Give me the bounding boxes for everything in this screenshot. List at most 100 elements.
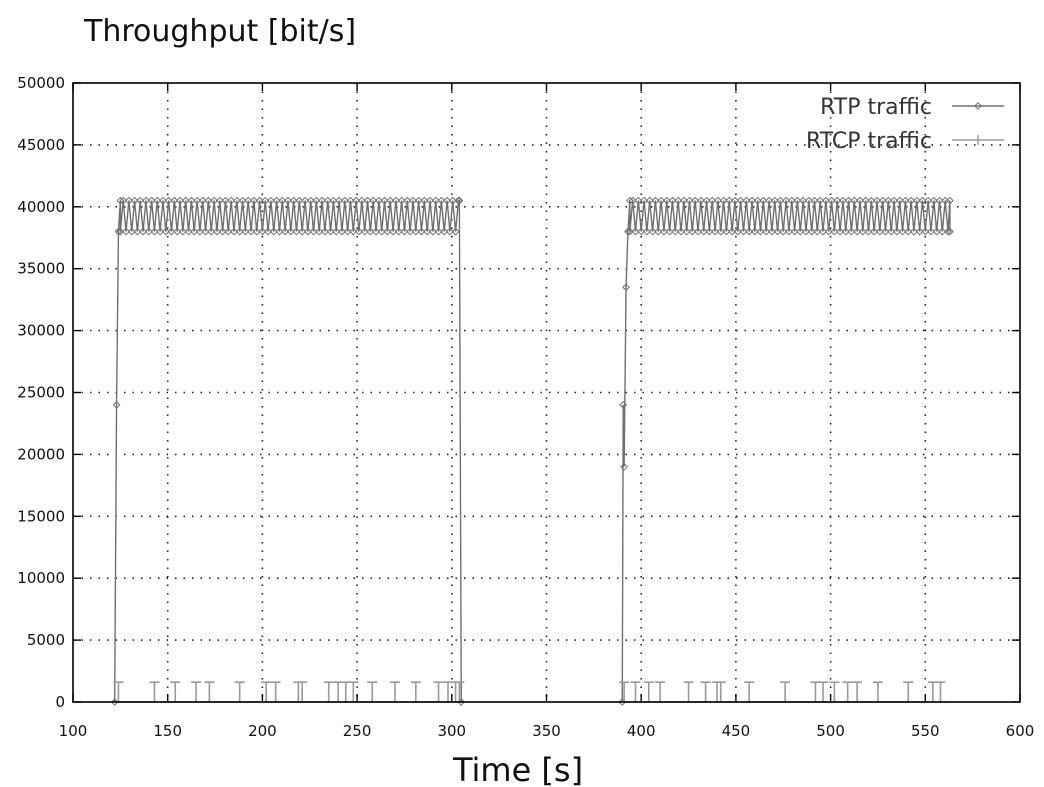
rtp-traffic-point bbox=[779, 227, 788, 236]
rtp-traffic-line bbox=[113, 199, 462, 703]
rtp-traffic-point bbox=[884, 196, 893, 205]
rtp-traffic-point bbox=[306, 196, 315, 205]
rtp-traffic-point bbox=[745, 227, 754, 236]
rtcp-traffic-point bbox=[348, 681, 359, 702]
rtp-traffic-point bbox=[748, 196, 756, 205]
rtp-traffic-point bbox=[198, 196, 207, 205]
rtp-traffic-point bbox=[255, 196, 264, 205]
grid-lines bbox=[73, 83, 1020, 702]
rtp-traffic-point bbox=[651, 196, 660, 205]
rtp-traffic-point bbox=[241, 227, 250, 236]
rtp-traffic-point bbox=[269, 227, 278, 236]
rtp-traffic-point bbox=[685, 196, 694, 205]
rtcp-traffic-point bbox=[389, 681, 400, 702]
rtp-traffic-point bbox=[221, 196, 230, 205]
rtp-traffic-point bbox=[184, 227, 193, 236]
rtp-traffic-point bbox=[841, 227, 850, 236]
rtp-traffic-point bbox=[694, 227, 702, 236]
rtcp-traffic-point bbox=[852, 681, 863, 702]
rtp-traffic-point bbox=[114, 227, 123, 236]
y-tick-label: 35000 bbox=[17, 260, 65, 278]
rtp-traffic-point bbox=[620, 462, 629, 471]
rtp-traffic-point bbox=[372, 227, 380, 236]
rtp-traffic-point bbox=[932, 227, 941, 236]
rtcp-traffic-point bbox=[903, 681, 914, 702]
rtp-traffic-point bbox=[770, 196, 779, 205]
rtcp-traffic-point bbox=[700, 681, 711, 702]
rtp-traffic-point bbox=[674, 196, 683, 205]
rtp-traffic-point bbox=[136, 196, 145, 205]
rtp-traffic-point bbox=[742, 196, 751, 205]
rtcp-traffic-point bbox=[630, 681, 641, 702]
rtp-traffic-point bbox=[918, 196, 927, 205]
rtp-traffic-point bbox=[264, 227, 272, 236]
rtp-traffic-point bbox=[890, 196, 898, 205]
rtp-traffic-point bbox=[648, 227, 657, 236]
rtp-traffic-point bbox=[624, 227, 632, 236]
rtp-traffic-point bbox=[898, 227, 907, 236]
rtcp-traffic-point bbox=[270, 681, 281, 702]
rtp-traffic-point bbox=[355, 227, 363, 236]
rtp-traffic-point bbox=[640, 196, 648, 205]
rtp-traffic-point bbox=[935, 196, 944, 205]
rtp-traffic-point bbox=[335, 196, 344, 205]
rtp-traffic-point bbox=[127, 227, 136, 236]
rtp-traffic-point bbox=[366, 227, 375, 236]
rtp-traffic-point bbox=[258, 227, 267, 236]
rtp-traffic-point bbox=[753, 196, 762, 205]
rtp-traffic-point bbox=[858, 227, 867, 236]
rtp-traffic-point bbox=[619, 400, 628, 409]
rtp-traffic-point bbox=[178, 227, 187, 236]
rtp-traffic-point bbox=[776, 196, 785, 205]
rtp-traffic-point bbox=[201, 227, 210, 236]
rtp-traffic-point bbox=[722, 227, 731, 236]
rtp-traffic-point bbox=[944, 227, 952, 236]
x-tick-label: 300 bbox=[437, 722, 466, 740]
x-tick-label: 400 bbox=[627, 722, 656, 740]
rtp-traffic-point bbox=[392, 196, 400, 205]
rtp-traffic-point bbox=[207, 227, 216, 236]
rtp-traffic-point bbox=[711, 227, 719, 236]
rtp-traffic-point bbox=[252, 227, 261, 236]
rtp-traffic-point bbox=[343, 227, 352, 236]
rtp-traffic-point bbox=[110, 698, 119, 706]
rtcp-traffic-point bbox=[323, 681, 334, 702]
y-tick-label: 10000 bbox=[17, 569, 65, 587]
rtp-traffic-point bbox=[360, 227, 369, 236]
rtp-traffic-point bbox=[910, 227, 918, 236]
rtp-traffic-point bbox=[116, 227, 125, 236]
rtp-traffic-point bbox=[844, 196, 853, 205]
rtp-traffic-point bbox=[850, 196, 859, 205]
rtp-traffic-point bbox=[677, 227, 685, 236]
rtp-traffic-point bbox=[830, 227, 839, 236]
rtp-traffic-point bbox=[139, 227, 147, 236]
rtp-traffic-point bbox=[816, 196, 825, 205]
rtp-traffic-point bbox=[426, 196, 434, 205]
rtp-traffic-point bbox=[625, 227, 634, 236]
rtp-traffic-point bbox=[122, 227, 130, 236]
rtp-traffic-point bbox=[156, 227, 165, 236]
rtp-traffic-point bbox=[759, 196, 768, 205]
rtp-traffic-point bbox=[167, 227, 176, 236]
rtcp-traffic-point bbox=[297, 681, 308, 702]
rtp-traffic-point bbox=[244, 196, 253, 205]
rtp-traffic-point bbox=[147, 196, 156, 205]
rtp-traffic-point bbox=[833, 196, 842, 205]
rtp-traffic-point bbox=[861, 196, 870, 205]
rtp-traffic-point bbox=[454, 196, 463, 205]
rtcp-traffic-point bbox=[454, 681, 465, 702]
rtp-traffic-point bbox=[767, 227, 776, 236]
x-tick-label: 500 bbox=[816, 722, 845, 740]
rtp-traffic-point bbox=[176, 196, 184, 205]
rtp-traffic-point bbox=[431, 196, 440, 205]
rtp-traffic-point bbox=[665, 227, 674, 236]
rtp-traffic-point bbox=[887, 227, 896, 236]
rtcp-traffic-point bbox=[340, 681, 351, 702]
rtp-traffic-point bbox=[631, 227, 640, 236]
rtp-traffic-point bbox=[232, 196, 241, 205]
rtp-traffic-point bbox=[875, 227, 884, 236]
rtp-traffic-point bbox=[733, 227, 742, 236]
rtp-traffic-point bbox=[725, 196, 734, 205]
rtp-traffic-point bbox=[628, 196, 637, 205]
data-series bbox=[110, 196, 954, 706]
